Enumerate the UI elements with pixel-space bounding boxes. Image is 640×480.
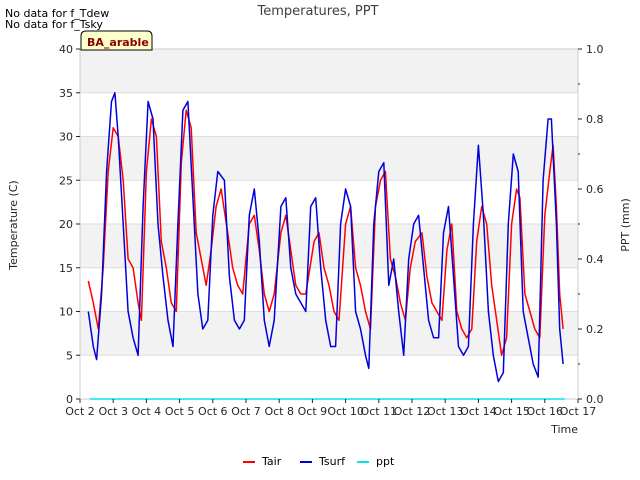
x-tick-label: Oct 7 <box>231 405 261 418</box>
x-tick-label: Oct 15 <box>493 405 530 418</box>
x-axis-ticks: Oct 2 Oct 3 Oct 4 Oct 5 Oct 6 Oct 7 Oct 8 Oct 9… <box>65 399 596 418</box>
y-left-tick-label: 5 <box>66 349 73 362</box>
badge: BA_arable <box>80 30 153 51</box>
y-right-tick-label: 0.4 <box>586 253 604 266</box>
y-left-tick-label: 25 <box>59 174 73 187</box>
badge-label: BA_arable <box>87 36 149 49</box>
y-left-tick-label: 15 <box>59 262 73 275</box>
y-right-tick-label: 0.0 <box>586 393 604 406</box>
y-right-tick-label: 0.6 <box>586 183 604 196</box>
y-left-tick-label: 40 <box>59 43 73 56</box>
x-tick-label: Oct 13 <box>427 405 464 418</box>
x-tick-label: Oct 9 <box>298 405 328 418</box>
background-band <box>80 311 578 356</box>
y-left-tick-label: 20 <box>59 218 73 231</box>
chart-title: Temperatures, PPT <box>256 4 378 19</box>
background-band <box>80 136 578 181</box>
x-tick-label: Oct 12 <box>394 405 431 418</box>
y-left-tick-label: 10 <box>59 306 73 319</box>
x-tick-label: Oct 16 <box>527 405 564 418</box>
x-tick-label: Oct 11 <box>361 405 398 418</box>
y-left-tick-label: 0 <box>66 393 73 406</box>
x-tick-label: Oct 17 <box>560 405 597 418</box>
y-right-tick-label: 0.2 <box>586 323 604 336</box>
x-axis-label: Time <box>550 423 578 436</box>
legend-label-tair: Tair <box>261 455 282 468</box>
right-axis-ticks: 0.0 0.2 0.4 0.6 0.8 1.0 <box>578 43 604 406</box>
left-axis-ticks: 0 5 10 15 20 25 30 35 40 <box>59 43 80 406</box>
y-left-tick-label: 30 <box>59 131 73 144</box>
series-line-tsurf <box>87 92 564 383</box>
background-band <box>80 49 578 93</box>
x-tick-label: Oct 10 <box>327 405 364 418</box>
x-tick-label: Oct 5 <box>165 405 195 418</box>
x-tick-label: Oct 14 <box>460 405 497 418</box>
legend-label-tsurf: Tsurf <box>318 455 346 468</box>
y-left-tick-label: 35 <box>59 87 73 100</box>
series-line-tair <box>87 109 564 357</box>
y-axis-left-label: Temperature (C) <box>7 180 20 270</box>
y-right-tick-label: 0.8 <box>586 113 604 126</box>
x-tick-label: Oct 8 <box>264 405 294 418</box>
background-bands <box>80 49 578 356</box>
badge-box <box>80 30 153 51</box>
x-tick-label: Oct 4 <box>132 405 162 418</box>
x-tick-label: Oct 3 <box>98 405 128 418</box>
series-layer <box>87 92 565 400</box>
x-tick-label: Oct 2 <box>65 405 95 418</box>
y-right-tick-label: 1.0 <box>586 43 604 56</box>
legend: Tair Tsurf ppt <box>243 455 395 468</box>
x-tick-label: Oct 6 <box>198 405 228 418</box>
y-axis-right-label: PPT (mm) <box>619 198 632 252</box>
no-data-note-tsky: No data for f_Tsky <box>5 18 103 31</box>
no-data-note-tdew: No data for f_Tdew <box>5 7 110 20</box>
legend-label-ppt: ppt <box>376 455 395 468</box>
background-band <box>80 224 578 268</box>
